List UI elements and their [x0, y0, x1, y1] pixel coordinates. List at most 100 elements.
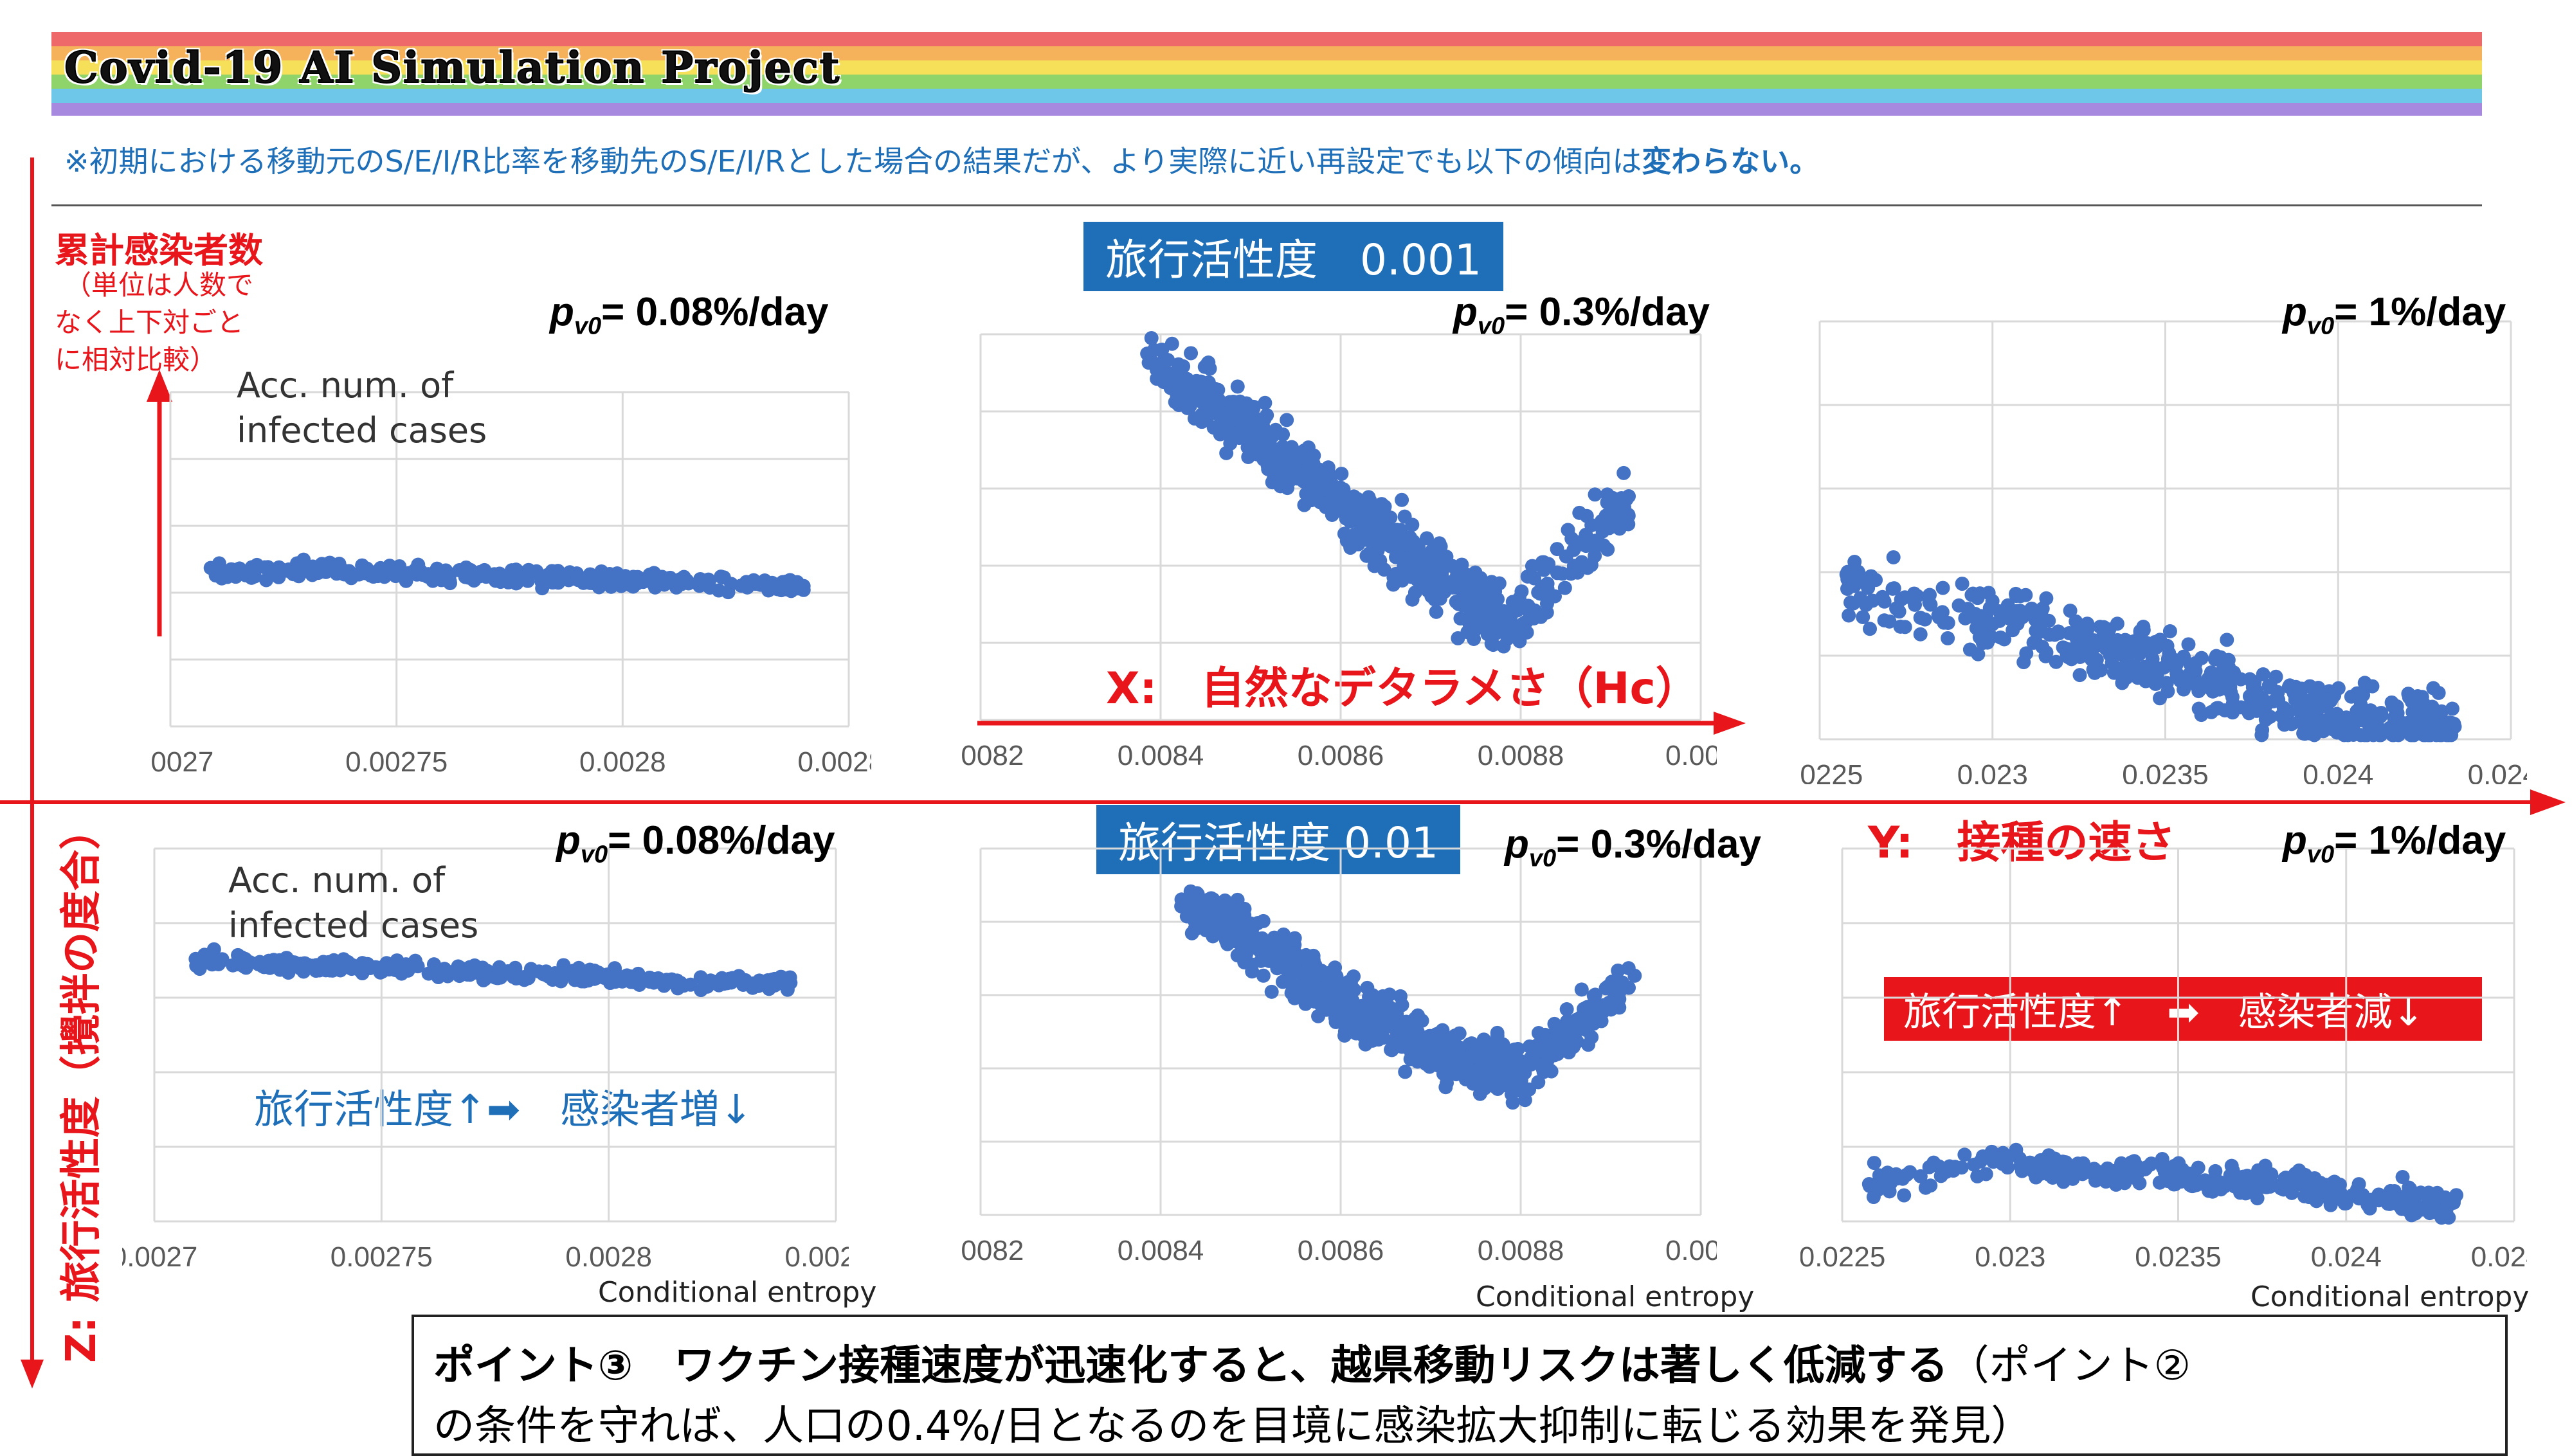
data-point	[1588, 487, 1602, 502]
data-point	[2063, 1162, 2078, 1176]
scatter-plot: 0.0027 0.00275 0.0028 0.00285	[111, 847, 887, 1273]
data-point	[1586, 989, 1601, 1003]
data-point	[1195, 407, 1209, 422]
data-point	[1954, 1160, 1969, 1175]
data-point	[2422, 728, 2436, 742]
data-point	[1314, 495, 1328, 510]
data-point	[1941, 631, 1955, 645]
data-point	[2087, 665, 2102, 680]
data-point	[2283, 1179, 2298, 1194]
data-point	[1584, 557, 1598, 572]
data-point	[2365, 679, 2380, 694]
data-point	[1600, 487, 1615, 502]
data-point	[1595, 998, 1610, 1012]
data-point	[1937, 615, 1952, 630]
data-point	[1405, 517, 1420, 532]
data-point	[1161, 353, 1175, 368]
data-point	[2087, 633, 2101, 648]
scatter-plot: 0.0027 0.00275 0.0028 0.00285	[127, 391, 900, 778]
data-point	[1445, 1041, 1460, 1056]
x-tick-label: 0.00275	[345, 746, 448, 778]
data-point	[1211, 392, 1226, 407]
unit-note-1: （単位は人数で	[64, 269, 254, 301]
chart-bottom-left: 0.0027 0.00275 0.0028 0.00285	[111, 829, 887, 1279]
data-point	[2242, 689, 2257, 704]
data-point	[2063, 604, 2078, 618]
data-point	[1882, 1184, 1897, 1199]
data-point	[1621, 508, 1636, 523]
x-tick-label: 0.024	[2311, 1241, 2382, 1273]
data-point	[751, 978, 766, 993]
data-point	[1256, 968, 1271, 983]
data-point	[1574, 982, 1589, 997]
data-point	[2106, 1164, 2121, 1178]
data-point	[299, 562, 313, 577]
data-point	[2323, 1198, 2338, 1212]
data-point	[1570, 1023, 1585, 1038]
data-point	[622, 969, 637, 984]
data-point	[1190, 384, 1204, 399]
data-point	[1867, 1156, 1881, 1171]
data-point	[1584, 1030, 1599, 1045]
xlabel-bl: Conditional entropy	[598, 1276, 877, 1309]
data-point	[1249, 411, 1263, 426]
data-point	[2105, 656, 2119, 670]
data-point	[2162, 646, 2177, 661]
x-tick-label: 0.0245	[2471, 1241, 2527, 1273]
data-point	[2184, 1176, 2199, 1191]
data-point	[1889, 601, 1904, 616]
data-point	[2022, 1155, 2037, 1170]
data-point	[373, 562, 388, 577]
data-point	[2136, 623, 2151, 638]
data-point	[500, 964, 515, 979]
data-point	[1202, 361, 1217, 376]
data-point	[1358, 1037, 1373, 1052]
data-point	[1352, 1002, 1366, 1017]
data-point	[1510, 1041, 1525, 1056]
data-point	[1145, 354, 1159, 368]
data-point	[1334, 467, 1349, 481]
data-point	[1957, 1147, 1972, 1162]
data-point	[2225, 705, 2240, 720]
data-point	[1243, 939, 1258, 954]
data-point	[2265, 1177, 2279, 1191]
data-point	[1541, 1048, 1555, 1063]
data-point	[1452, 1026, 1467, 1041]
data-point	[2072, 668, 2087, 683]
data-point	[2087, 1162, 2101, 1176]
data-point	[2263, 680, 2278, 695]
data-point	[1172, 398, 1186, 413]
data-point	[1861, 575, 1876, 589]
data-point	[337, 567, 352, 582]
data-point	[763, 577, 777, 591]
travel-activity-banner-bottom: 旅行活性度 0.01	[1096, 805, 1460, 874]
data-point	[1484, 575, 1499, 589]
data-point	[1375, 989, 1390, 1003]
data-point	[2220, 633, 2234, 647]
data-point	[2331, 681, 2346, 696]
data-point	[1164, 336, 1179, 351]
data-point	[2440, 728, 2454, 742]
data-point	[2255, 690, 2269, 705]
x-tick-label: 0.023	[1957, 759, 2028, 784]
data-point	[2214, 681, 2229, 696]
data-point	[1311, 967, 1326, 982]
data-point	[2332, 1184, 2347, 1199]
data-point	[1520, 569, 1535, 584]
x-tick-label: 0.0088	[1478, 1235, 1564, 1266]
data-point	[647, 972, 662, 986]
data-point	[1922, 595, 1937, 610]
data-point	[1470, 580, 1485, 595]
data-point	[1239, 396, 1254, 411]
rainbow-banner	[51, 32, 2482, 116]
data-point	[1297, 498, 1312, 512]
data-point	[570, 572, 584, 587]
data-point	[1321, 460, 1336, 475]
data-point	[1517, 1093, 1532, 1108]
data-point	[2360, 1198, 2375, 1212]
data-point	[1627, 968, 1642, 983]
data-point	[2405, 728, 2420, 742]
data-point	[2209, 649, 2223, 663]
data-point	[1539, 1032, 1554, 1047]
data-point	[2075, 1167, 2090, 1182]
